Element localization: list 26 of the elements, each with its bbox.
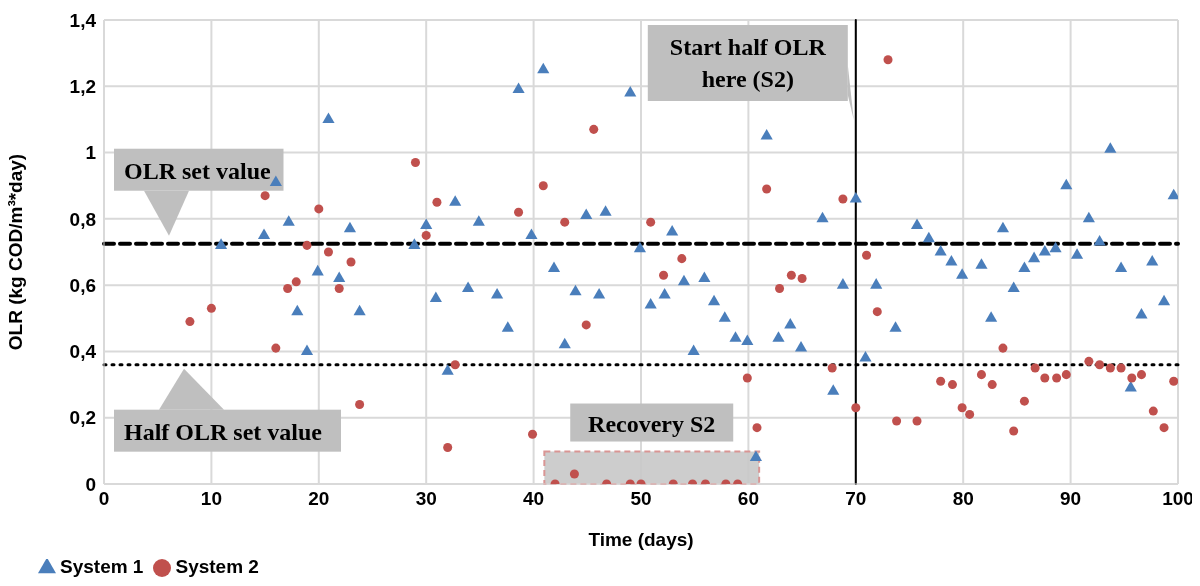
x-tick-label: 80 [952, 488, 974, 510]
y-tick-label: 1,4 [69, 9, 97, 31]
ref-line-label: Half OLR set value [124, 418, 323, 445]
y-tick-label: 1,2 [69, 76, 96, 98]
y-tick-label: 1 [85, 142, 97, 164]
y-tick-label: 0 [85, 473, 96, 495]
x-tick-label: 50 [630, 488, 652, 510]
x-tick-label: 60 [737, 488, 759, 510]
y-tick-label: 0,6 [69, 274, 96, 296]
x-tick-label: 40 [523, 488, 545, 510]
y-tick-label: 0,8 [69, 208, 96, 230]
y-tick-label: 0,2 [69, 407, 96, 429]
x-tick-label: 30 [415, 488, 437, 510]
band-label: Recovery S2 [588, 410, 716, 437]
x-tick-label: 90 [1060, 488, 1082, 510]
y-tick-label: 0,4 [69, 341, 97, 363]
ref-line-label: Start half OLR here (S2) [669, 34, 827, 92]
y-axis-title: OLR (kg COD/m³*day) [5, 153, 26, 351]
x-tick-label: 20 [308, 488, 330, 510]
ref-line-label: OLR set value [124, 157, 272, 184]
callout-box: OLR set value [114, 148, 284, 236]
x-tick-label: 10 [200, 488, 222, 510]
legend-label: System 1 [60, 556, 144, 577]
x-tick-label: 70 [845, 488, 867, 510]
legend-label: System 2 [175, 556, 259, 577]
x-axis-title: Time (days) [588, 529, 694, 550]
